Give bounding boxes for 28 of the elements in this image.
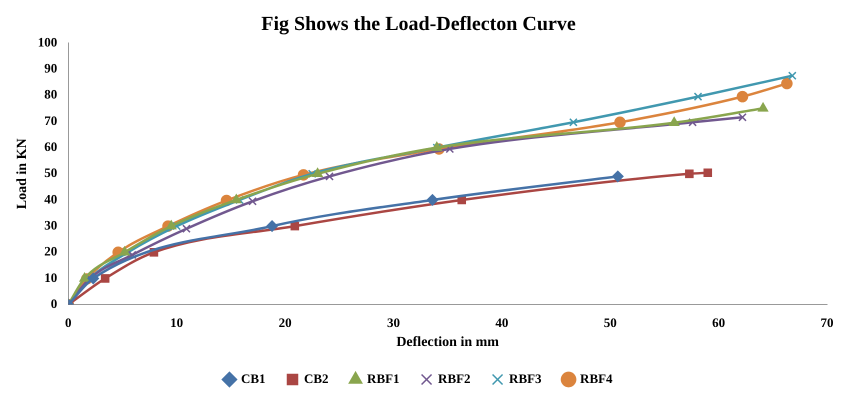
x-tick-label: 30: [386, 314, 400, 330]
x-tick-label: 10: [170, 314, 184, 330]
y-tick-label: 50: [44, 165, 58, 180]
legend-label: RBF2: [438, 370, 471, 386]
x-tick-label: 70: [820, 314, 834, 330]
legend-label: CB2: [304, 370, 329, 386]
y-tick-label: 100: [38, 34, 58, 50]
y-tick-label: 30: [44, 217, 58, 232]
y-axis-title: Load in KN: [15, 138, 30, 210]
chart-title: Fig Shows the Load-Deflecton Curve: [261, 13, 576, 36]
legend-label: RBF4: [580, 370, 614, 386]
y-tick-label: 10: [44, 270, 58, 285]
x-tick-label: 0: [65, 314, 72, 330]
legend-label: RBF3: [509, 370, 542, 386]
x-axis-title: Deflection in mm: [396, 335, 500, 350]
x-tick-label: 20: [278, 314, 292, 330]
x-tick-label: 40: [495, 314, 508, 330]
y-tick-label: 60: [44, 139, 58, 154]
legend-label: RBF1: [367, 370, 400, 386]
x-tick-label: 60: [712, 314, 726, 330]
legend-label: CB1: [240, 370, 266, 386]
y-tick-label: 20: [44, 244, 58, 259]
y-tick-label: 80: [44, 86, 58, 102]
y-tick-label: 0: [50, 296, 58, 311]
y-tick-label: 70: [44, 112, 58, 128]
y-tick-label: 90: [44, 60, 58, 76]
y-tick-label: 40: [44, 191, 58, 206]
x-tick-label: 50: [604, 314, 617, 330]
